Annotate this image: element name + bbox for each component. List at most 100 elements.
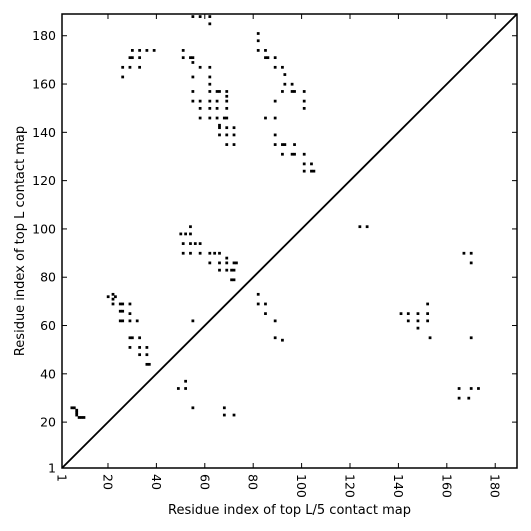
contact-point <box>198 99 202 103</box>
contact-point <box>181 49 185 52</box>
contact-point <box>118 302 122 306</box>
contact-point <box>121 65 125 69</box>
contact-point <box>365 225 369 229</box>
contact-point <box>232 133 236 137</box>
contact-point <box>256 39 260 43</box>
contact-point <box>128 312 132 316</box>
contact-point <box>77 416 81 419</box>
contact-point <box>416 312 420 316</box>
contact-point <box>462 251 466 255</box>
contact-point <box>469 336 473 340</box>
contact-point <box>184 379 187 383</box>
x-axis-label: Residue index of top L/5 contact map <box>168 503 411 518</box>
contact-point <box>302 106 306 110</box>
contact-point <box>191 15 195 18</box>
contact-point <box>111 292 115 296</box>
contact-point <box>457 387 461 390</box>
contact-point <box>225 90 229 93</box>
contact-point <box>111 302 115 306</box>
contact-point <box>189 251 192 255</box>
contact-point <box>198 116 202 120</box>
contact-point <box>191 90 195 93</box>
contact-point <box>189 232 192 236</box>
contact-point <box>218 133 221 137</box>
contact-point <box>264 116 267 120</box>
contact-point <box>266 56 270 60</box>
contact-point <box>121 75 125 79</box>
contact-point <box>135 319 139 323</box>
y-axis-label: Residue index of top L contact map <box>13 126 28 356</box>
contact-point <box>218 123 221 127</box>
contact-point <box>225 268 229 272</box>
contact-point <box>273 65 277 69</box>
plot-frame <box>61 13 518 469</box>
contact-point <box>293 143 296 146</box>
contact-point <box>138 56 142 60</box>
contact-point <box>232 413 236 417</box>
contact-point <box>218 251 221 255</box>
contact-point <box>273 319 277 323</box>
contact-point <box>121 302 125 306</box>
contact-point <box>189 56 192 60</box>
contact-point <box>198 65 202 69</box>
contact-point <box>281 90 284 93</box>
contact-point <box>273 116 277 120</box>
y-tick-label: 40 <box>40 366 56 381</box>
contact-point <box>215 99 219 103</box>
contact-point <box>232 261 236 265</box>
contact-point <box>128 346 132 349</box>
contact-point <box>293 152 296 156</box>
contact-point <box>191 406 195 410</box>
contact-point <box>302 152 306 156</box>
contact-point <box>215 116 219 120</box>
y-tick-label: 160 <box>32 77 56 92</box>
contact-point <box>189 225 192 229</box>
contact-point <box>225 94 229 98</box>
contact-point <box>208 65 212 69</box>
diagonal-line <box>61 13 518 469</box>
contact-point <box>477 387 480 390</box>
contact-point <box>399 312 403 316</box>
x-tick-label: 140 <box>391 474 406 498</box>
contact-point <box>106 295 110 299</box>
contact-point <box>457 396 461 400</box>
y-tick-label: 80 <box>40 270 56 285</box>
contact-point <box>469 261 473 265</box>
x-tick-label: 1 <box>55 474 70 482</box>
contact-point <box>293 90 296 93</box>
contact-point <box>467 396 471 400</box>
contact-point <box>114 295 117 299</box>
contact-point <box>264 56 267 60</box>
contact-point <box>290 152 294 156</box>
contact-point <box>281 143 284 146</box>
contact-point <box>70 406 74 410</box>
contact-point <box>145 346 149 349</box>
contact-point <box>128 336 132 340</box>
contact-point <box>208 82 212 86</box>
contact-point <box>152 49 156 52</box>
contact-point <box>191 319 195 323</box>
contact-point <box>130 336 134 340</box>
contact-point <box>181 242 185 245</box>
contact-point <box>75 413 79 417</box>
contact-point <box>222 116 226 120</box>
contact-point <box>176 387 180 390</box>
contact-point <box>273 133 277 137</box>
contact-point <box>130 56 134 60</box>
contact-point <box>225 99 229 103</box>
contact-point <box>225 143 229 146</box>
x-tick-label: 60 <box>197 474 212 490</box>
contact-point <box>310 169 313 173</box>
contact-point <box>273 56 277 60</box>
contact-point <box>118 309 122 313</box>
contact-point <box>312 169 316 173</box>
contact-point <box>302 90 306 93</box>
contact-point <box>130 49 134 52</box>
contact-point <box>264 312 267 316</box>
contact-point <box>222 406 226 410</box>
contact-point <box>256 49 260 52</box>
contact-point <box>215 106 219 110</box>
contact-point <box>218 268 221 272</box>
contact-point <box>191 99 195 103</box>
